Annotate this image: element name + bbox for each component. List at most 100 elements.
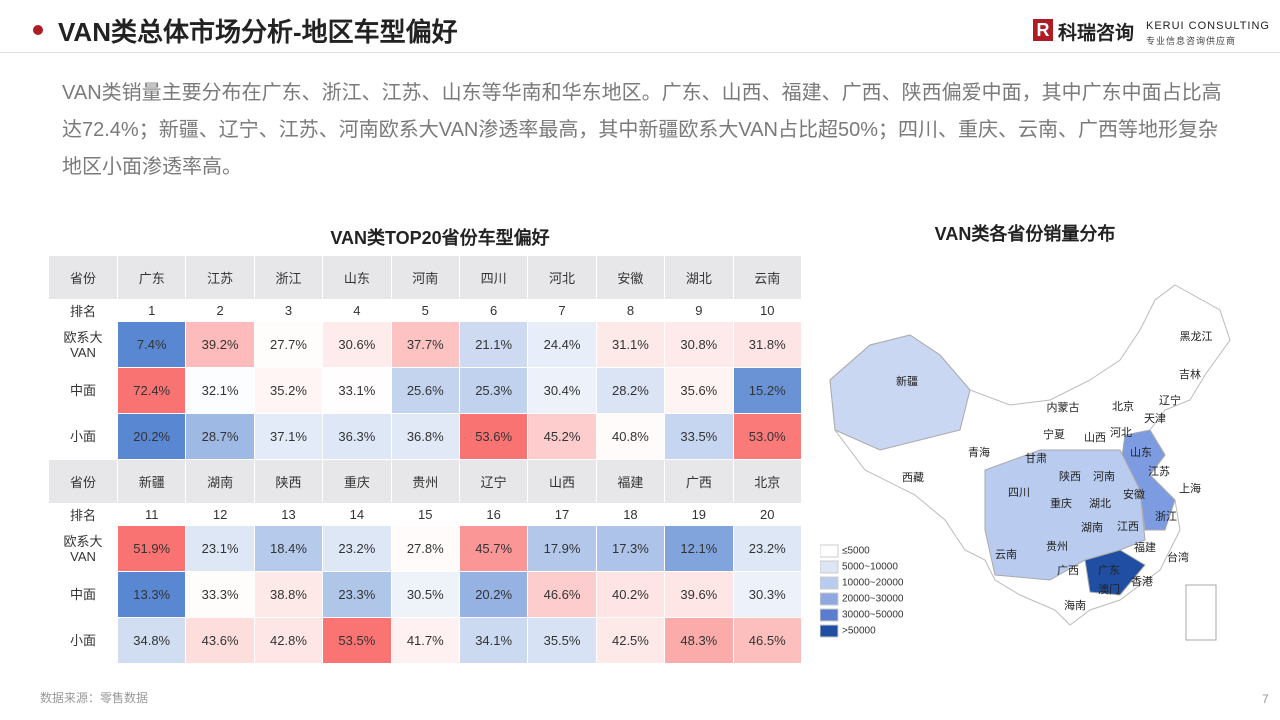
value-cell: 40.8%	[595, 413, 666, 460]
legend-swatch	[820, 544, 839, 558]
value-cell: 25.6%	[390, 367, 460, 414]
province: 山西	[527, 459, 597, 504]
legend-swatch	[820, 624, 839, 638]
value-row: 中面 13.3% 33.3% 38.8% 23.3% 30.5% 20.2% 46.6% 40.…	[48, 571, 802, 618]
value-cell: 35.6%	[664, 367, 734, 414]
province-label: 河南	[1093, 470, 1115, 483]
value-cell: 20.2%	[458, 571, 529, 618]
province-label: 江苏	[1148, 465, 1170, 478]
page-number: 7	[1262, 692, 1269, 706]
value-row: 欧系大VAN 51.9% 23.1% 18.4% 23.2% 27.8% 45.7% 17.9…	[48, 525, 802, 572]
value-cell: 15.2%	[732, 367, 802, 414]
value-cell: 27.7%	[253, 321, 324, 368]
province-label: 海南	[1064, 598, 1086, 612]
value-cell: 23.3%	[322, 571, 392, 618]
preference-table: 省份 广东 江苏 浙江 山东 河南 四川 河北 安徽 湖北 云南 排名 1 2 3 4 5 6 7 8 9 10 欧系大VA…	[48, 255, 802, 664]
rank: 20	[732, 503, 802, 526]
province-label: 辽宁	[1159, 393, 1181, 407]
province-label: 云南	[995, 548, 1017, 561]
value-cell: 17.9%	[527, 525, 597, 572]
province-label: 西藏	[902, 471, 924, 484]
value-cell: 42.8%	[253, 617, 324, 664]
province-label: 重庆	[1050, 496, 1072, 510]
rank: 3	[253, 299, 324, 322]
province: 广西	[664, 459, 734, 504]
rank: 12	[185, 503, 255, 526]
province-label: 安徽	[1123, 487, 1145, 501]
value-cell: 7.4%	[116, 321, 187, 368]
value-cell: 12.1%	[664, 525, 734, 572]
province-label: 江西	[1117, 520, 1139, 533]
value-cell: 30.4%	[527, 367, 597, 414]
rank-row: 排名 11 12 13 14 15 16 17 18 19 20	[48, 503, 802, 526]
table-title: VAN类TOP20省份车型偏好	[330, 228, 550, 248]
province: 湖北	[664, 255, 734, 300]
legend-label: 10000~20000	[842, 578, 904, 589]
region-mid	[984, 449, 1146, 581]
value-cell: 30.5%	[390, 571, 460, 618]
province: 福建	[595, 459, 666, 504]
province-label: 吉林	[1179, 367, 1201, 381]
province: 四川	[458, 255, 529, 300]
value-cell: 18.4%	[253, 525, 324, 572]
value-cell: 35.5%	[527, 617, 597, 664]
title: VAN类总体市场分析-地区车型偏好	[58, 17, 458, 47]
rank: 8	[595, 299, 666, 322]
value-cell: 40.2%	[595, 571, 666, 618]
value-cell: 33.5%	[664, 413, 734, 460]
rank: 5	[390, 299, 460, 322]
value-cell: 13.3%	[116, 571, 187, 618]
value-cell: 38.8%	[253, 571, 324, 618]
header-row: 省份 新疆 湖南 陕西 重庆 贵州 辽宁 山西 福建 广西 北京	[48, 459, 802, 504]
value-row: 小面 20.2% 28.7% 37.1% 36.3% 36.8% 53.6% 45.2% 40.…	[48, 413, 802, 460]
rank: 18	[595, 503, 666, 526]
province-label: 澳门	[1098, 582, 1120, 596]
rank: 7	[527, 299, 597, 322]
province: 重庆	[322, 459, 392, 504]
rank: 6	[458, 299, 529, 322]
value-cell: 23.2%	[732, 525, 802, 572]
value-cell: 34.8%	[116, 617, 187, 664]
province-label: 广西	[1057, 564, 1079, 577]
rank: 16	[458, 503, 529, 526]
value-cell: 30.8%	[664, 321, 734, 368]
province-label: 广东	[1098, 564, 1120, 577]
value-cell: 31.1%	[595, 321, 666, 368]
province-label: 湖南	[1081, 521, 1103, 534]
header-line	[0, 52, 1280, 53]
province: 河北	[527, 255, 597, 300]
source: 数据来源：零售数据	[40, 691, 149, 705]
province-label: 台湾	[1167, 550, 1189, 564]
value-cell: 35.2%	[253, 367, 324, 414]
province: 江苏	[185, 255, 255, 300]
header-row: 省份 广东 江苏 浙江 山东 河南 四川 河北 安徽 湖北 云南	[48, 255, 802, 300]
province-label: 上海	[1179, 481, 1201, 495]
rank: 1	[116, 299, 187, 322]
map-title: VAN类各省份销量分布	[934, 224, 1116, 244]
province: 北京	[732, 459, 802, 504]
value-cell: 34.1%	[458, 617, 529, 664]
province-label: 内蒙古	[1047, 400, 1080, 414]
rank: 11	[116, 503, 187, 526]
value-cell: 32.1%	[185, 367, 255, 414]
value-cell: 37.7%	[390, 321, 460, 368]
value-cell: 48.3%	[664, 617, 734, 664]
logo-sub: 专业信息咨询供应商	[1146, 36, 1237, 46]
province-label: 四川	[1008, 487, 1030, 499]
logo-mark: R	[1033, 19, 1053, 41]
rank-row: 排名 1 2 3 4 5 6 7 8 9 10	[48, 299, 802, 322]
value-cell: 33.3%	[185, 571, 255, 618]
logo-en: KERUI CONSULTING	[1146, 20, 1270, 32]
province: 辽宁	[458, 459, 529, 504]
value-cell: 42.5%	[595, 617, 666, 664]
value-cell: 37.1%	[253, 413, 324, 460]
logo-cn: 科瑞咨询	[1058, 23, 1135, 44]
value-cell: 36.8%	[390, 413, 460, 460]
header-label: 省份	[48, 459, 118, 504]
value-cell: 39.2%	[185, 321, 255, 368]
province-label: 陕西	[1059, 469, 1081, 483]
value-cell: 24.4%	[527, 321, 597, 368]
value-cell: 28.2%	[595, 367, 666, 414]
province-label: 黑龙江	[1180, 330, 1213, 343]
